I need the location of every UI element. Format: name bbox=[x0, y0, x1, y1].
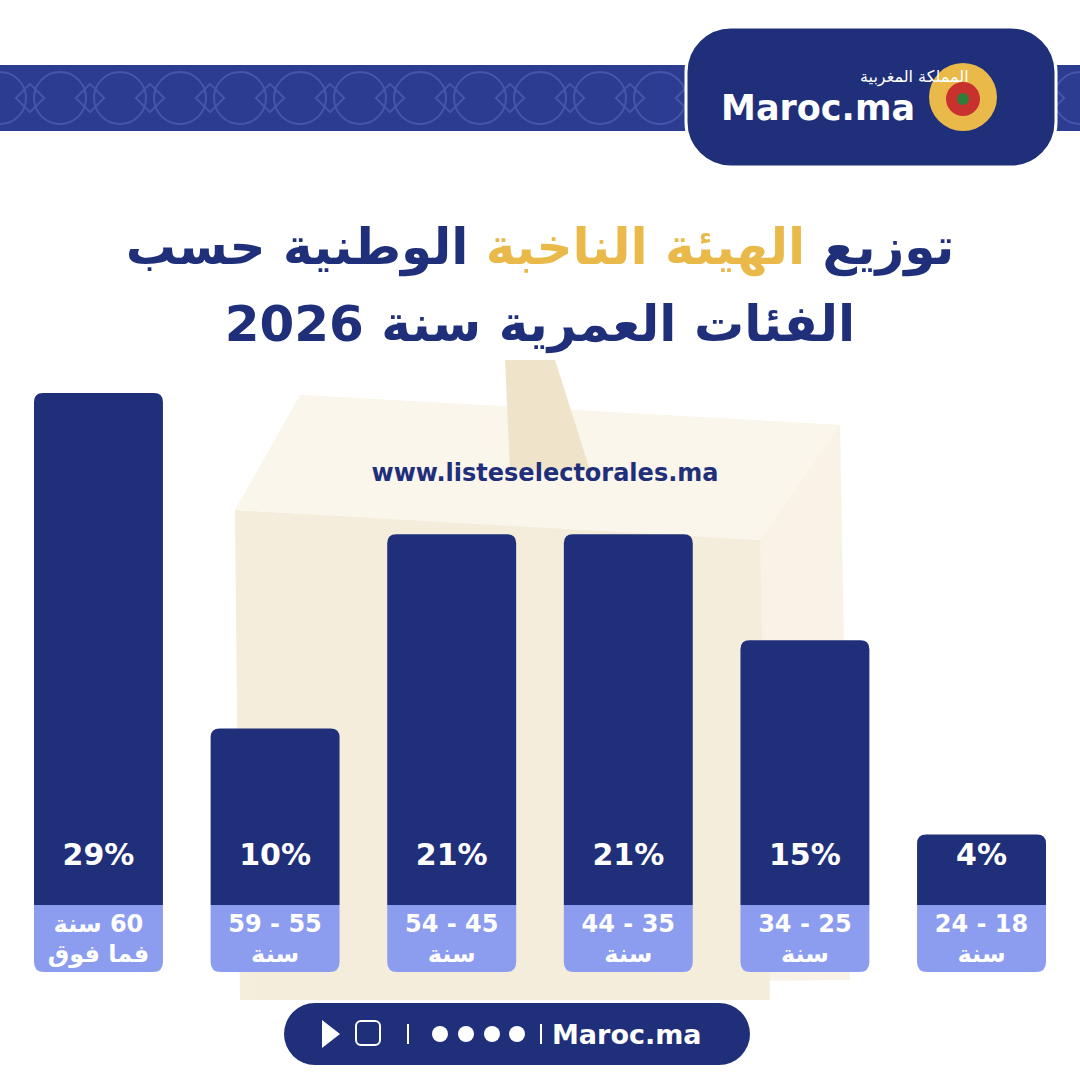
data-label: 4% bbox=[956, 837, 1007, 872]
data-label: 21% bbox=[416, 837, 488, 872]
separator bbox=[540, 1024, 542, 1044]
pattern-diamond bbox=[616, 84, 644, 112]
header-country: المملكة المغربية bbox=[860, 67, 969, 87]
category-label-line: 35 - 44 bbox=[582, 910, 675, 938]
pattern-ring bbox=[574, 72, 626, 124]
category-label: 25 - 34سنة bbox=[758, 910, 851, 968]
category-label-line: فما فوق bbox=[48, 940, 149, 968]
category-band bbox=[34, 905, 163, 972]
pattern-ring bbox=[274, 72, 326, 124]
category-label-line: سنة bbox=[428, 940, 476, 968]
pattern-diamond bbox=[76, 84, 104, 112]
emblem-inner bbox=[946, 82, 980, 116]
footer-icons bbox=[322, 1020, 542, 1048]
category-label-line: سنة bbox=[781, 940, 829, 968]
annotation-url: www.listeselectorales.ma bbox=[372, 459, 719, 487]
chart-canvas: المملكة المغربيةMaroc.maتوزيع الهيئة الن… bbox=[0, 0, 1080, 1080]
pattern-diamond bbox=[136, 84, 164, 112]
pattern-ring bbox=[1054, 72, 1080, 124]
pattern-diamond bbox=[556, 84, 584, 112]
title-part: توزيع bbox=[805, 218, 954, 277]
pattern-ring bbox=[634, 72, 686, 124]
title-part: الوطنية حسب bbox=[126, 218, 486, 277]
category-label: 18 - 24سنة bbox=[935, 910, 1028, 968]
chart-title: توزيع الهيئة الناخبة الوطنية حسب الفئات ا… bbox=[126, 218, 955, 354]
category-label-line: 60 سنة bbox=[54, 910, 144, 938]
category-band bbox=[387, 905, 516, 972]
pattern-diamond bbox=[196, 84, 224, 112]
header-pill bbox=[686, 27, 1056, 167]
pattern-diamond bbox=[16, 84, 44, 112]
category-label: 60 سنةفما فوق bbox=[48, 910, 149, 968]
data-label: 15% bbox=[769, 837, 841, 872]
data-label: 29% bbox=[63, 837, 135, 872]
footer-pill bbox=[284, 1003, 750, 1065]
category-bands bbox=[34, 905, 1046, 972]
category-label-line: 55 - 59 bbox=[228, 910, 321, 938]
pattern-diamond bbox=[316, 84, 344, 112]
bars bbox=[34, 393, 1046, 905]
category-label-line: 25 - 34 bbox=[758, 910, 851, 938]
title-part: الهيئة الناخبة bbox=[486, 218, 805, 277]
pattern-ring bbox=[334, 72, 386, 124]
category-label: 45 - 54سنة bbox=[405, 910, 498, 968]
bar bbox=[34, 393, 163, 905]
category-label-line: 45 - 54 bbox=[405, 910, 498, 938]
pattern-ring bbox=[34, 72, 86, 124]
footer-brand: Maroc.ma bbox=[552, 1019, 702, 1050]
bar bbox=[740, 640, 869, 905]
bar bbox=[387, 534, 516, 905]
pattern-ring bbox=[454, 72, 506, 124]
social-icon bbox=[458, 1026, 474, 1042]
pattern-diamond bbox=[436, 84, 464, 112]
bar bbox=[211, 728, 340, 905]
category-label-line: سنة bbox=[604, 940, 652, 968]
social-icon bbox=[484, 1026, 500, 1042]
data-label: 21% bbox=[592, 837, 664, 872]
social-icon bbox=[509, 1026, 525, 1042]
category-band bbox=[917, 905, 1046, 972]
pattern-ring bbox=[0, 72, 26, 124]
category-band bbox=[564, 905, 693, 972]
bar bbox=[564, 534, 693, 905]
category-label-line: 18 - 24 bbox=[935, 910, 1028, 938]
category-label: 55 - 59سنة bbox=[228, 910, 321, 968]
category-label: 35 - 44سنة bbox=[582, 910, 675, 968]
separator bbox=[407, 1024, 409, 1044]
social-icon bbox=[432, 1026, 448, 1042]
ballot-slip bbox=[505, 360, 590, 470]
category-band bbox=[740, 905, 869, 972]
store-icon bbox=[322, 1020, 340, 1048]
data-label: 10% bbox=[239, 837, 311, 872]
appstore-icon bbox=[356, 1021, 380, 1045]
pattern-ring bbox=[154, 72, 206, 124]
pattern-ring bbox=[514, 72, 566, 124]
bar bbox=[917, 834, 1046, 905]
pattern-ring bbox=[214, 72, 266, 124]
data-labels: 4% 15% 21% 21% 10% 29% bbox=[63, 837, 1007, 872]
pattern-diamond bbox=[376, 84, 404, 112]
header-brand: Maroc.ma bbox=[721, 88, 915, 128]
pattern-ring bbox=[394, 72, 446, 124]
category-band bbox=[211, 905, 340, 972]
category-labels: 18 - 24سنة25 - 34سنة35 - 44سنة45 - 54سنة… bbox=[48, 910, 1029, 968]
pattern-diamond bbox=[496, 84, 524, 112]
category-label-line: سنة bbox=[251, 940, 299, 968]
emblem-star bbox=[957, 93, 969, 105]
category-label-line: سنة bbox=[958, 940, 1006, 968]
pattern-diamond bbox=[256, 84, 284, 112]
pattern-ring bbox=[94, 72, 146, 124]
title-line: الفئات العمرية سنة 2026 bbox=[225, 295, 855, 354]
